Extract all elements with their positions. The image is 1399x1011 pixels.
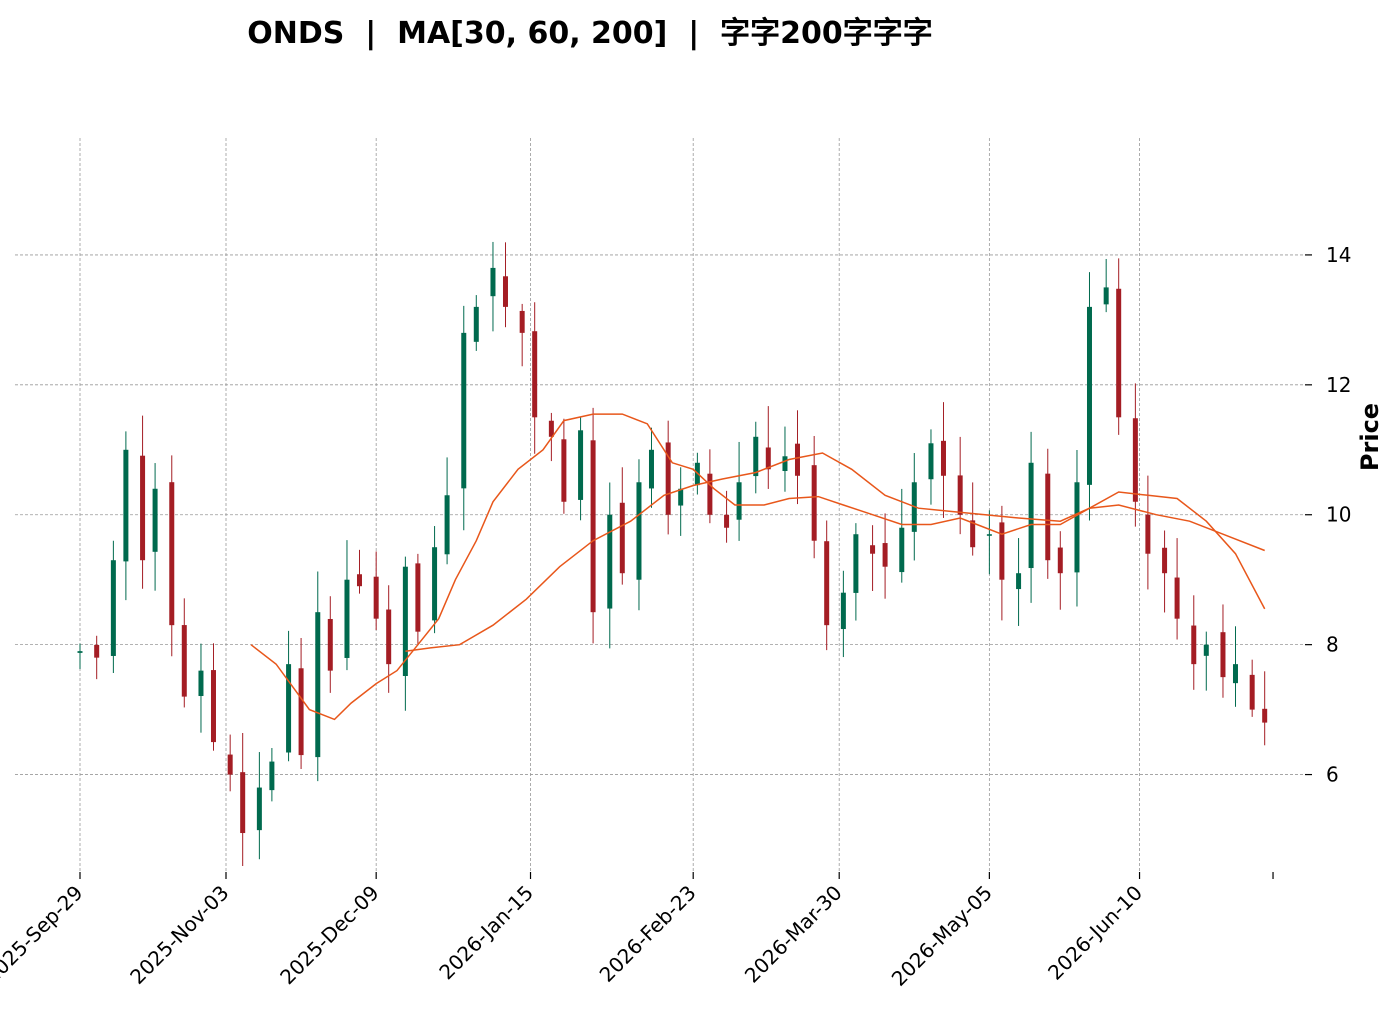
candle-body [870,545,876,554]
candle-body [169,482,175,626]
candle-body [986,534,992,536]
candle-body [1191,625,1197,665]
candle-body [490,267,496,297]
y-tick-label: 8 [1326,633,1339,657]
candle-body [473,306,479,342]
candle-body [940,440,946,476]
candle-body [928,443,934,480]
candle-body [356,574,362,587]
candle-body [123,449,129,562]
candle-body [782,456,788,472]
candle-body [344,579,350,658]
candle-body [1116,288,1122,418]
candle-body [765,447,771,470]
x-tick-label: 2026-Jan-15 [434,881,538,985]
candle-body [1132,418,1138,502]
moving-average-line [250,413,1266,721]
candle-body [794,443,800,476]
candle-body [882,543,888,567]
x-tick-label: 2026-Jun-10 [1043,881,1147,985]
candle-body [607,514,613,609]
candle-body [678,488,684,506]
candle-body [1028,462,1034,569]
x-tick-label: 2025-Dec-09 [275,881,384,990]
candle-body [227,754,233,775]
candle-body [1086,306,1092,485]
candle-body [970,520,976,548]
candle-body [811,465,817,541]
y-axis-label: Price [1356,403,1384,471]
candle-body [444,495,450,555]
candle-body [402,566,408,677]
candle-body [665,442,671,515]
candle-body [77,651,83,653]
moving-average-line [405,452,1265,652]
candle-body [140,455,146,561]
candle-body [94,644,100,658]
candle-body [1057,547,1063,574]
y-tick-label: 14 [1326,243,1351,267]
candle-body [373,576,379,619]
candle-body [240,772,246,834]
y-tick-label: 10 [1326,503,1351,527]
candle-body [519,310,525,333]
candle-body [269,761,275,791]
candle-body [999,522,1005,580]
candle-body [1162,547,1168,574]
candle-body [256,787,262,831]
y-tick-label: 6 [1326,763,1339,787]
candle-body [1174,577,1180,619]
candle-body [1262,708,1268,723]
candle-body [548,420,554,437]
candle-body [736,482,742,520]
y-tick-label: 12 [1326,373,1351,397]
candle-body [636,482,642,580]
candle-body [110,560,116,656]
x-tick-label: 2025-Sep-29 [0,881,88,989]
candle-body [1016,573,1022,590]
candle-body [1145,514,1151,554]
candle-body [1103,287,1109,305]
candle-body [561,439,567,502]
x-tick-label: 2026-Feb-23 [595,881,701,987]
candle-body [724,514,730,528]
candle-body [1220,632,1226,678]
candle-body [461,332,467,489]
candle-body [1249,674,1255,710]
candle-body [1045,473,1051,561]
x-tick-label: 2026-May-05 [887,881,997,991]
candle-body [532,331,538,418]
candle-body [386,609,392,665]
candle-body [1074,482,1080,573]
chart-title: ONDS | MA[30, 60, 200] | 字字200字字字 [247,16,933,51]
candle-body [824,541,830,626]
candle-body [502,276,508,307]
candle-body [210,670,216,743]
candle-body [840,592,846,630]
x-tick-label: 2025-Nov-03 [125,881,233,989]
candle-body [853,534,859,593]
x-tick-label: 2026-Mar-30 [740,881,847,988]
candle-body [181,625,187,697]
candle-body [899,527,905,573]
candle-body [648,449,654,489]
candle-body [315,612,321,758]
candle-body [707,473,713,515]
candle-body [327,618,333,671]
candle-body [415,563,421,632]
candle-body [432,547,438,621]
candle-body [286,664,292,753]
candle-body [1232,664,1238,684]
candle-body [1203,644,1209,656]
candle-body [198,670,204,697]
candle-body [957,475,963,515]
candle-body [298,668,304,756]
candle-body [590,440,596,613]
candle-body [152,488,158,552]
candle-body [578,430,584,500]
candle-body [753,436,759,477]
candle-body [619,502,625,574]
